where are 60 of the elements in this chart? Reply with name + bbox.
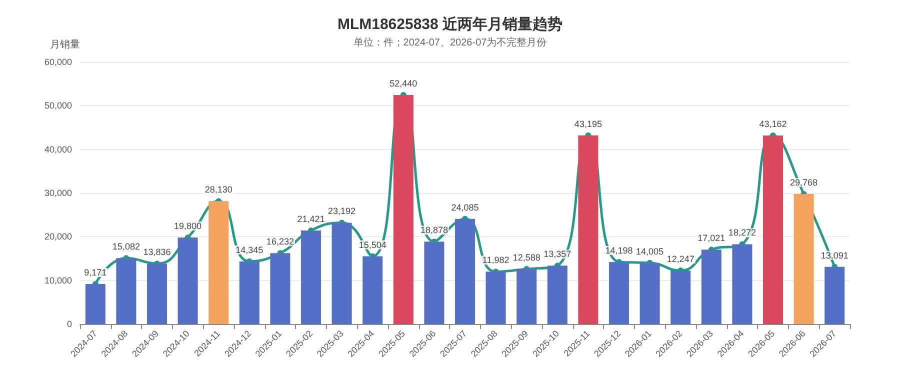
data-label: 12,588 bbox=[512, 252, 540, 263]
y-tick-label: 30,000 bbox=[44, 188, 72, 198]
y-tick-label: 20,000 bbox=[44, 232, 72, 242]
data-label: 52,440 bbox=[390, 78, 418, 89]
data-label: 29,768 bbox=[790, 178, 818, 188]
data-label: 13,091 bbox=[820, 250, 848, 260]
data-label: 43,195 bbox=[574, 118, 602, 129]
bar bbox=[486, 272, 506, 324]
bar bbox=[393, 95, 414, 324]
data-label: 13,357 bbox=[544, 249, 572, 260]
bar bbox=[516, 269, 537, 324]
bar bbox=[794, 194, 814, 324]
y-tick-label: 10,000 bbox=[44, 275, 72, 286]
bar bbox=[578, 135, 598, 324]
bar bbox=[824, 266, 845, 324]
bar bbox=[701, 250, 722, 324]
y-tick-label: 50,000 bbox=[44, 100, 72, 111]
data-label: 28,130 bbox=[204, 184, 232, 195]
bar bbox=[146, 264, 168, 324]
y-tick-label: 40,000 bbox=[44, 144, 72, 154]
bar bbox=[178, 238, 198, 324]
data-label: 21,421 bbox=[297, 214, 325, 224]
bar bbox=[547, 266, 568, 324]
data-label: 14,198 bbox=[605, 246, 633, 256]
bar bbox=[300, 230, 322, 324]
data-label: 15,082 bbox=[112, 242, 140, 252]
bar bbox=[270, 253, 290, 324]
data-label: 23,192 bbox=[328, 206, 356, 216]
bar bbox=[208, 201, 229, 324]
data-label: 17,021 bbox=[698, 233, 726, 244]
data-label: 24,085 bbox=[451, 202, 479, 212]
bar bbox=[332, 222, 352, 324]
data-label: 18,878 bbox=[420, 225, 448, 236]
data-label: 14,005 bbox=[636, 246, 664, 256]
bar bbox=[116, 258, 136, 324]
bar bbox=[239, 261, 260, 324]
chart-subtitle: 单位：件；2024-07、2026-07为不完整月份 bbox=[353, 36, 547, 48]
data-label: 18,272 bbox=[728, 228, 756, 238]
bar bbox=[424, 242, 444, 324]
data-label: 19,800 bbox=[174, 221, 202, 232]
bar bbox=[362, 256, 383, 324]
data-label: 11,982 bbox=[482, 255, 510, 266]
data-label: 16,232 bbox=[266, 236, 294, 247]
y-tick-label: 0 bbox=[66, 319, 72, 329]
bar bbox=[454, 218, 476, 324]
bar bbox=[85, 284, 106, 324]
y-tick-label: 60,000 bbox=[44, 57, 72, 67]
data-label: 15,504 bbox=[358, 240, 386, 250]
data-label: 14,345 bbox=[236, 244, 264, 255]
data-label: 9,171 bbox=[84, 267, 107, 278]
y-axis-title: 月销量 bbox=[50, 40, 80, 50]
data-label: 13,836 bbox=[143, 247, 171, 258]
data-label: 43,162 bbox=[759, 119, 787, 130]
bar bbox=[640, 262, 660, 324]
bar bbox=[670, 270, 691, 324]
bar bbox=[732, 244, 752, 324]
chart-title: MLM18625838 近两年月销量趋势 bbox=[337, 16, 563, 33]
data-label: 12,247 bbox=[666, 254, 694, 264]
bar bbox=[608, 262, 630, 324]
bar bbox=[762, 136, 784, 324]
